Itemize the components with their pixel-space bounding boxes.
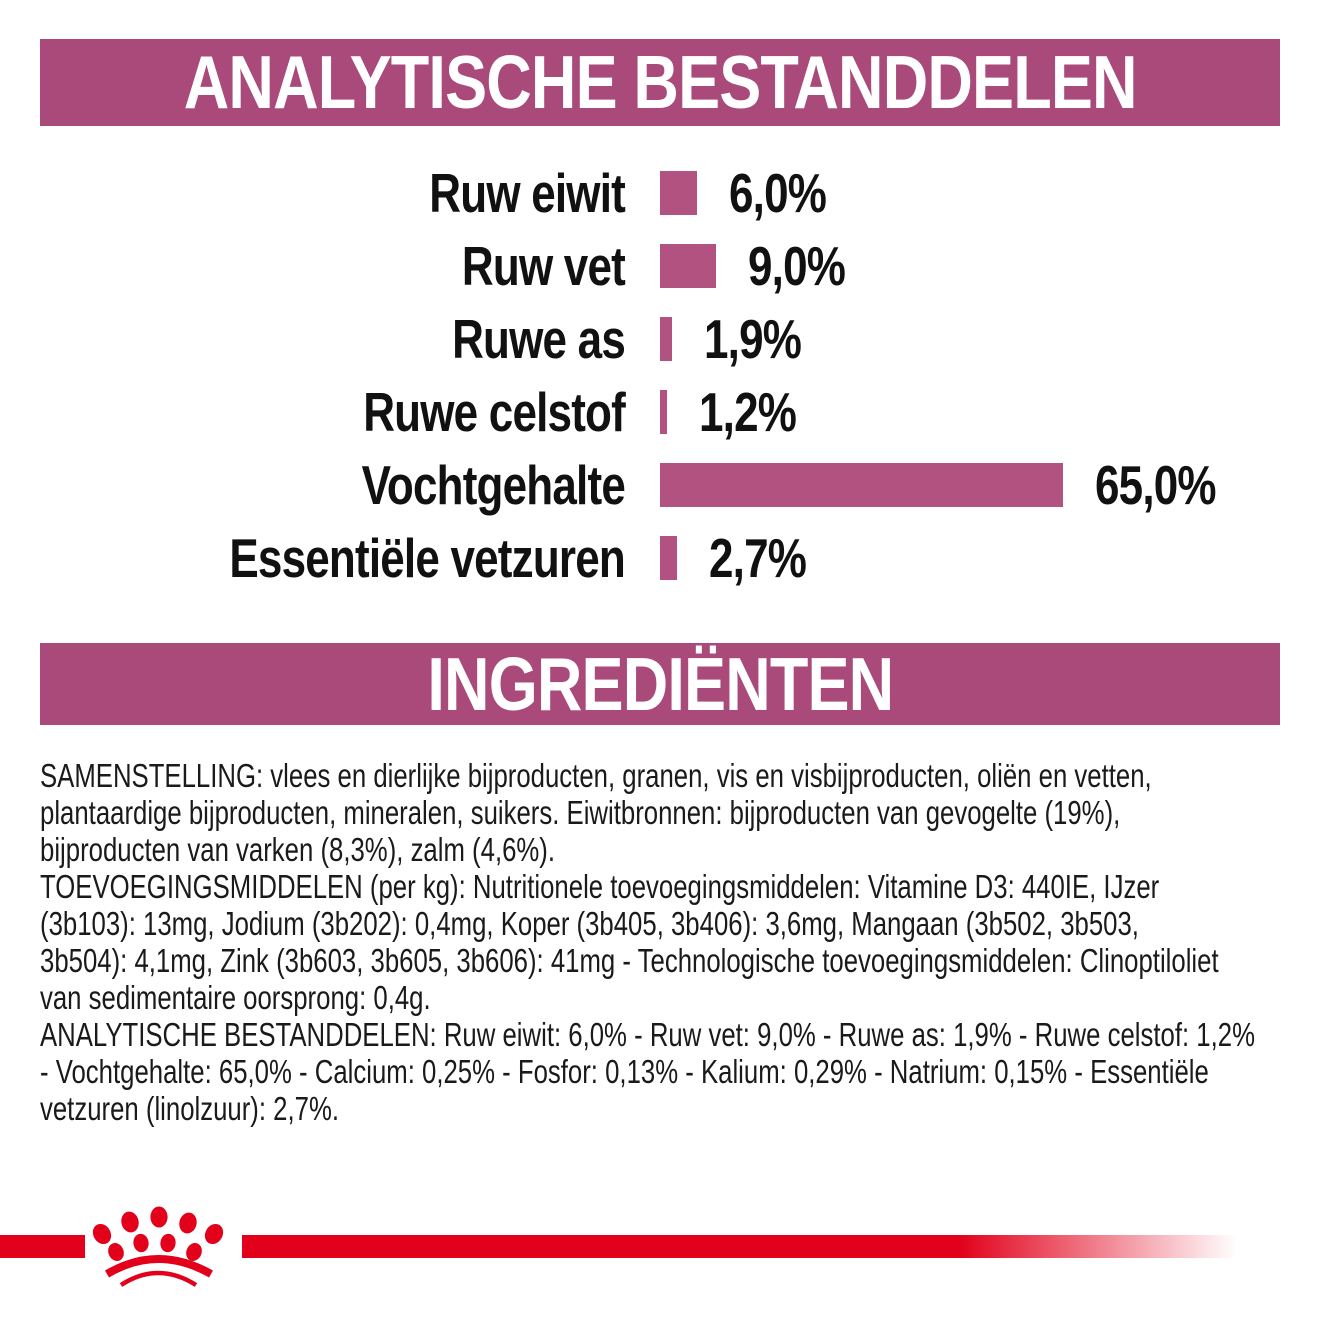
chart-value-label: 65,0% <box>1095 453 1217 516</box>
chart-bar <box>660 170 698 215</box>
chart-row: Ruwe as 1,9% <box>0 302 1320 375</box>
chart-bar <box>660 462 1063 507</box>
analytische-bestanddelen-line: vetzuren (linolzuur): 2,7%. <box>40 1090 340 1127</box>
chart-row: Essentiële vetzuren 2,7% <box>0 521 1320 594</box>
ingredients-header-title: INGREDIËNTEN <box>427 641 894 726</box>
chart-category-label: Essentiële vetzuren <box>229 526 625 589</box>
analytische-bestanddelen-line: ANALYTISCHE BESTANDDELEN: Ruw eiwit: 6,0… <box>40 1016 1255 1053</box>
analytical-header-title: ANALYTISCHE BESTANDDELEN <box>183 40 1138 124</box>
chart-value-label: 1,9% <box>703 307 802 370</box>
toevoegingsmiddelen-line: 3b504): 4,1mg, Zink (3b603, 3b605, 3b606… <box>40 942 1219 979</box>
chart-category-label: Ruw eiwit <box>429 161 625 224</box>
samenstelling-line: plantaardige bijproducten, mineralen, su… <box>40 794 1121 831</box>
chart-bar <box>660 243 716 288</box>
analytische-bestanddelen-line: - Vochtgehalte: 65,0% - Calcium: 0,25% -… <box>40 1053 1209 1090</box>
chart-value-label: 1,2% <box>699 380 797 443</box>
chart-category-label: Ruw vet <box>461 234 626 297</box>
chart-category-label: Ruwe celstof <box>363 380 626 443</box>
samenstelling-line: SAMENSTELLING: vlees en dierlijke bijpro… <box>40 757 1152 794</box>
chart-value-label: 9,0% <box>747 234 846 297</box>
chart-category-label: Ruwe as <box>452 307 626 370</box>
chart-row: Ruw vet 9,0% <box>0 229 1320 302</box>
chart-row: Ruw eiwit 6,0% <box>0 156 1320 229</box>
footer-stripe-right <box>242 1235 1237 1258</box>
footer-stripe-left <box>0 1235 85 1258</box>
analytical-chart: Ruw eiwit 6,0% Ruw vet 9,0% Ruwe as 1,9% Ruwe … <box>0 156 1320 594</box>
analytical-header-banner: ANALYTISCHE BESTANDDELEN <box>40 39 1280 126</box>
chart-value-label: 2,7% <box>708 526 807 589</box>
chart-row: Vochtgehalte 65,0% <box>0 448 1320 521</box>
chart-bar <box>660 389 668 434</box>
ingredients-text-block: SAMENSTELLING: vlees en dierlijke bijpro… <box>40 757 1300 1127</box>
royal-canin-crown-icon <box>92 1206 224 1287</box>
toevoegingsmiddelen-line: TOEVOEGINGSMIDDELEN (per kg): Nutritione… <box>40 868 1160 905</box>
toevoegingsmiddelen-line: van sedimentaire oorsprong: 0,4g. <box>40 979 431 1016</box>
ingredients-header-banner: INGREDIËNTEN <box>40 643 1280 725</box>
chart-value-label: 6,0% <box>729 161 827 224</box>
chart-bar <box>660 535 677 580</box>
samenstelling-line: bijproducten van varken (8,3%), zalm (4,… <box>40 831 556 868</box>
toevoegingsmiddelen-line: (3b103): 13mg, Jodium (3b202): 0,4mg, Ko… <box>40 905 1139 942</box>
chart-bar <box>660 316 672 361</box>
chart-category-label: Vochtgehalte <box>361 453 626 516</box>
chart-row: Ruwe celstof 1,2% <box>0 375 1320 448</box>
